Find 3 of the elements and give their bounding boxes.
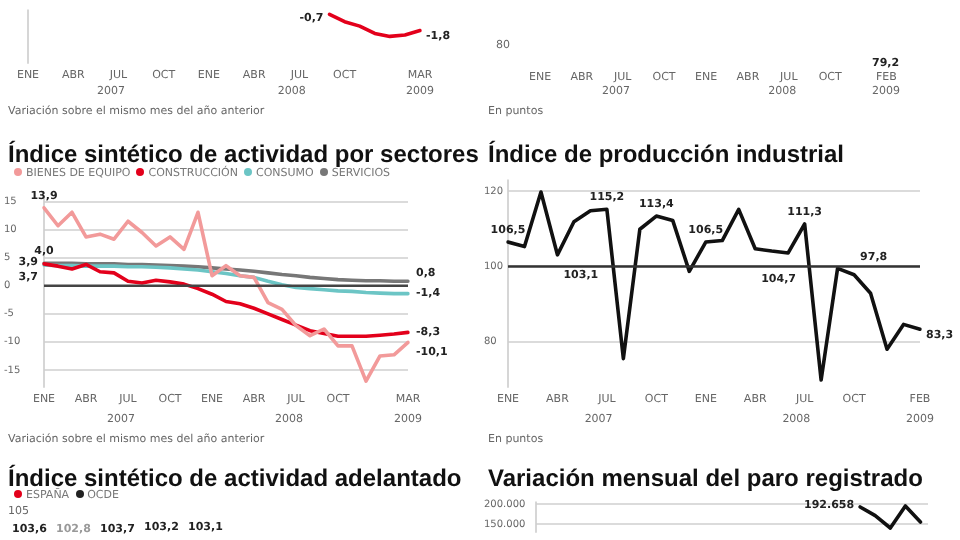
chart-title: Índice sintético de actividad por sectores (8, 140, 479, 168)
chart-title: Variación mensual del paro registrado (488, 464, 923, 492)
chart-title: Índice de producción industrial (488, 140, 845, 168)
